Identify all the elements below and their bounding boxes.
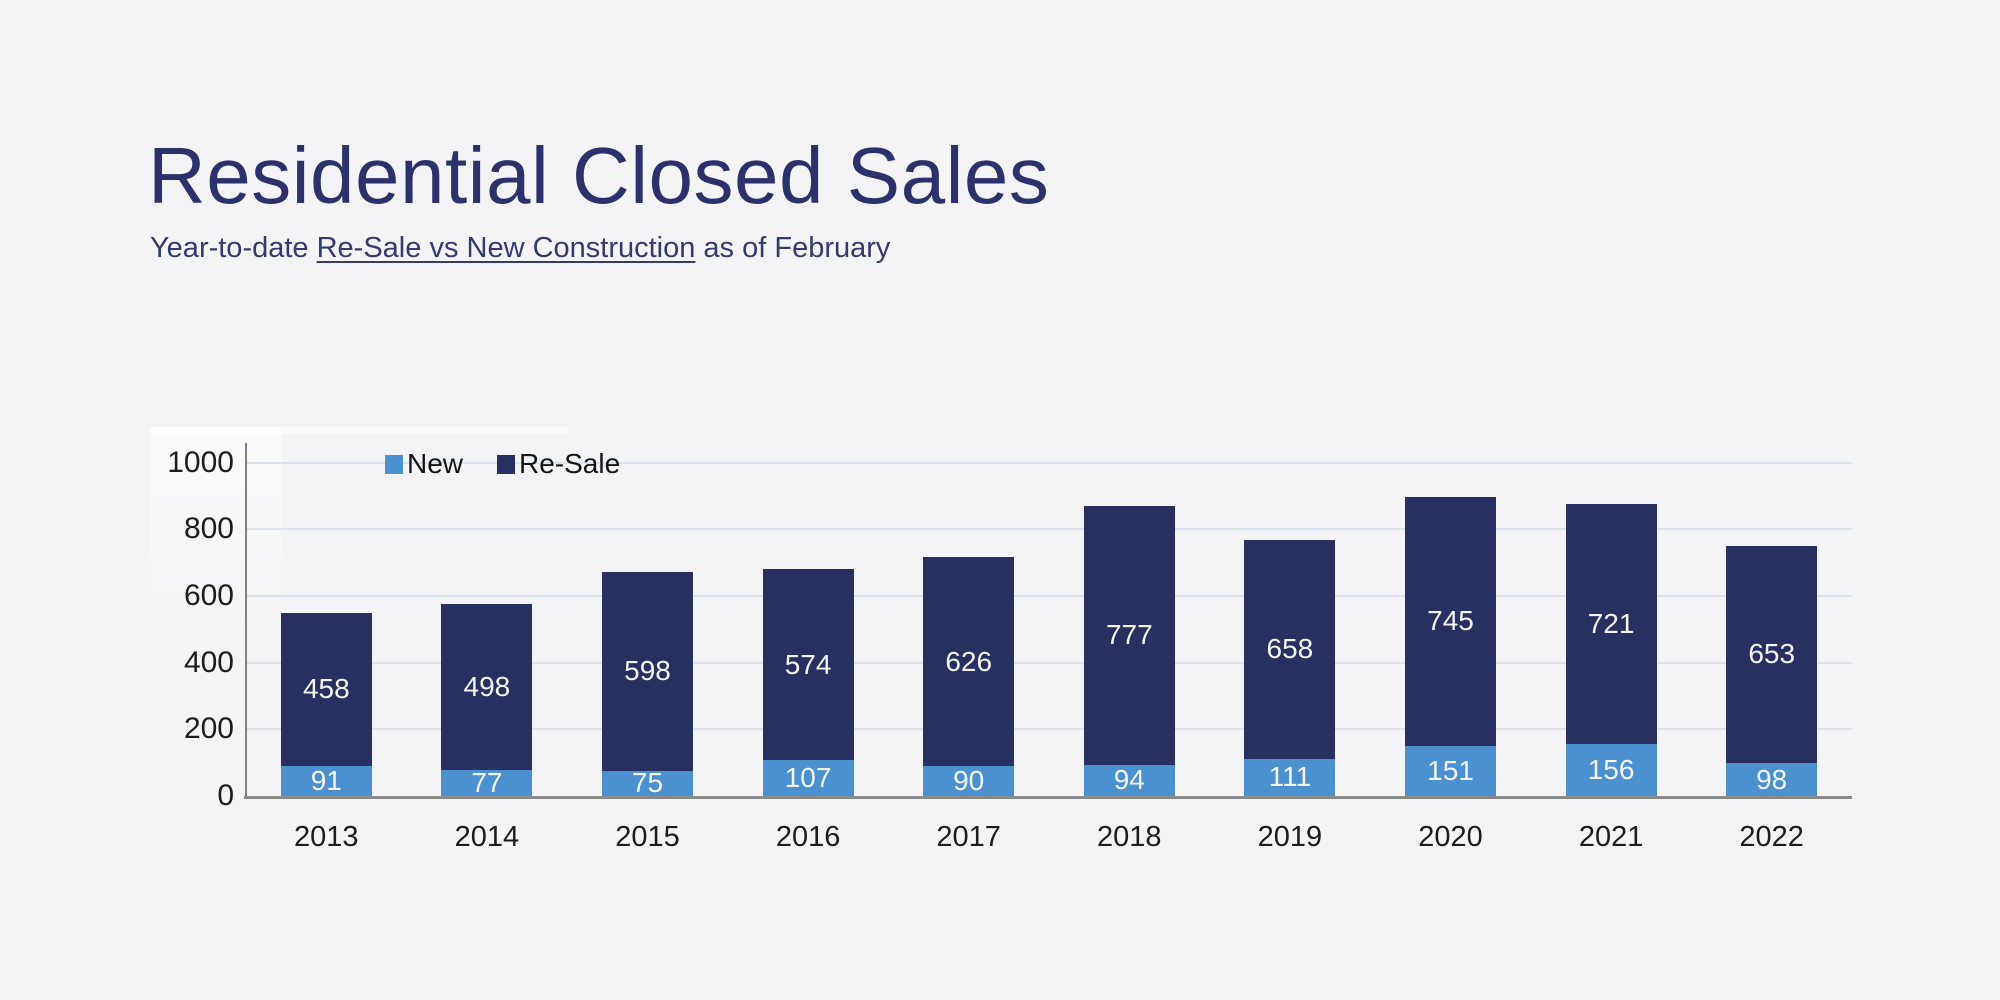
bar-segment-new-2022	[1726, 763, 1818, 796]
gridline	[246, 728, 1852, 731]
y-tick-label: 200	[183, 712, 234, 746]
legend-item-new: New	[385, 450, 463, 478]
x-tick-label-2018: 2018	[1097, 821, 1162, 853]
x-tick-label-2021: 2021	[1578, 821, 1644, 853]
bar-segment-re-sale-2015	[602, 571, 693, 771]
chart-legend: New Re-Sale	[385, 450, 620, 478]
bar-value-label-re-sale-2018: 777	[1105, 619, 1153, 651]
y-tick-label: 600	[183, 578, 234, 612]
bar-value-label-re-sale-2016: 574	[784, 648, 832, 680]
bar-value-label-re-sale-2021: 721	[1587, 607, 1635, 639]
bar-segment-new-2019	[1244, 758, 1336, 796]
bar-segment-re-sale-2020	[1405, 497, 1496, 746]
subtitle-suffix: as of February	[695, 232, 891, 264]
bar-segment-new-2020	[1405, 745, 1496, 796]
bar-value-label-re-sale-2022: 653	[1748, 638, 1796, 670]
bar-value-label-new-2020: 151	[1427, 754, 1474, 786]
bar-segment-new-2015	[602, 770, 693, 796]
x-tick-label-2020: 2020	[1418, 821, 1483, 853]
bar-segment-re-sale-2019	[1244, 539, 1336, 759]
bar-segment-new-2016	[762, 760, 854, 796]
bar-value-label-new-2016: 107	[784, 762, 832, 794]
bar-value-label-new-2018: 94	[1113, 764, 1145, 796]
legend-item-re-sale: Re-Sale	[497, 450, 620, 478]
bar-segment-new-2014	[441, 770, 533, 796]
bar-segment-re-sale-2021	[1565, 503, 1657, 744]
gridline	[246, 461, 1852, 464]
x-tick-label-2022: 2022	[1739, 821, 1804, 853]
legend-swatch-new	[385, 454, 403, 474]
bar-segment-new-2017	[923, 765, 1015, 796]
bar-value-label-re-sale-2017: 626	[945, 645, 993, 677]
bar-value-label-new-2022: 98	[1756, 763, 1788, 795]
y-tick-label: 800	[183, 512, 234, 546]
legend-label-re-sale: Re-Sale	[519, 448, 621, 479]
subtitle-prefix: Year-to-date	[150, 232, 317, 264]
gridline	[246, 661, 1852, 664]
y-axis-line	[245, 443, 247, 798]
x-tick-label-2014: 2014	[454, 821, 520, 853]
x-tick-label-2013: 2013	[294, 821, 359, 853]
bar-segment-re-sale-2022	[1726, 545, 1818, 764]
bar-value-label-new-2014: 77	[471, 767, 503, 799]
y-tick-label: 400	[183, 645, 234, 679]
y-tick-label: 1000	[167, 445, 234, 479]
x-tick-label-2015: 2015	[615, 821, 680, 853]
bar-segment-re-sale-2016	[762, 568, 854, 761]
page-title: Residential Closed Sales	[148, 131, 1050, 220]
x-tick-label-2017: 2017	[936, 821, 1001, 853]
bar-segment-new-2021	[1565, 743, 1657, 796]
bar-value-label-new-2015: 75	[631, 767, 664, 799]
bar-segment-re-sale-2017	[923, 557, 1015, 766]
y-tick-label: 0	[217, 779, 234, 812]
bar-segment-re-sale-2018	[1083, 505, 1175, 765]
bar-value-label-re-sale-2019: 658	[1266, 633, 1314, 665]
x-tick-label-2019: 2019	[1257, 821, 1323, 853]
bar-value-label-re-sale-2013: 458	[302, 673, 350, 705]
legend-label-new: New	[407, 448, 464, 479]
bar-value-label-re-sale-2014: 498	[463, 671, 511, 703]
x-axis-line	[244, 796, 1852, 799]
gridline	[246, 594, 1852, 597]
page-subtitle: Year-to-date Re-Sale vs New Construction…	[150, 232, 890, 265]
bar-segment-re-sale-2014	[441, 604, 533, 771]
legend-swatch-re-sale	[497, 454, 516, 474]
bar-value-label-new-2017: 90	[953, 764, 985, 796]
subtitle-underlined-text: Re-Sale vs New Construction	[316, 232, 696, 264]
bar-segment-re-sale-2013	[280, 612, 372, 766]
bar-value-label-re-sale-2015: 598	[624, 655, 671, 687]
bar-value-label-new-2021: 156	[1587, 753, 1635, 785]
bar-value-label-new-2019: 111	[1268, 761, 1312, 793]
bar-value-label-new-2013: 91	[310, 764, 342, 796]
bar-segment-new-2013	[280, 765, 372, 796]
bar-segment-new-2018	[1083, 764, 1175, 796]
gridline	[246, 528, 1852, 531]
bar-value-label-re-sale-2020: 745	[1427, 605, 1474, 637]
x-tick-label-2016: 2016	[775, 821, 841, 853]
